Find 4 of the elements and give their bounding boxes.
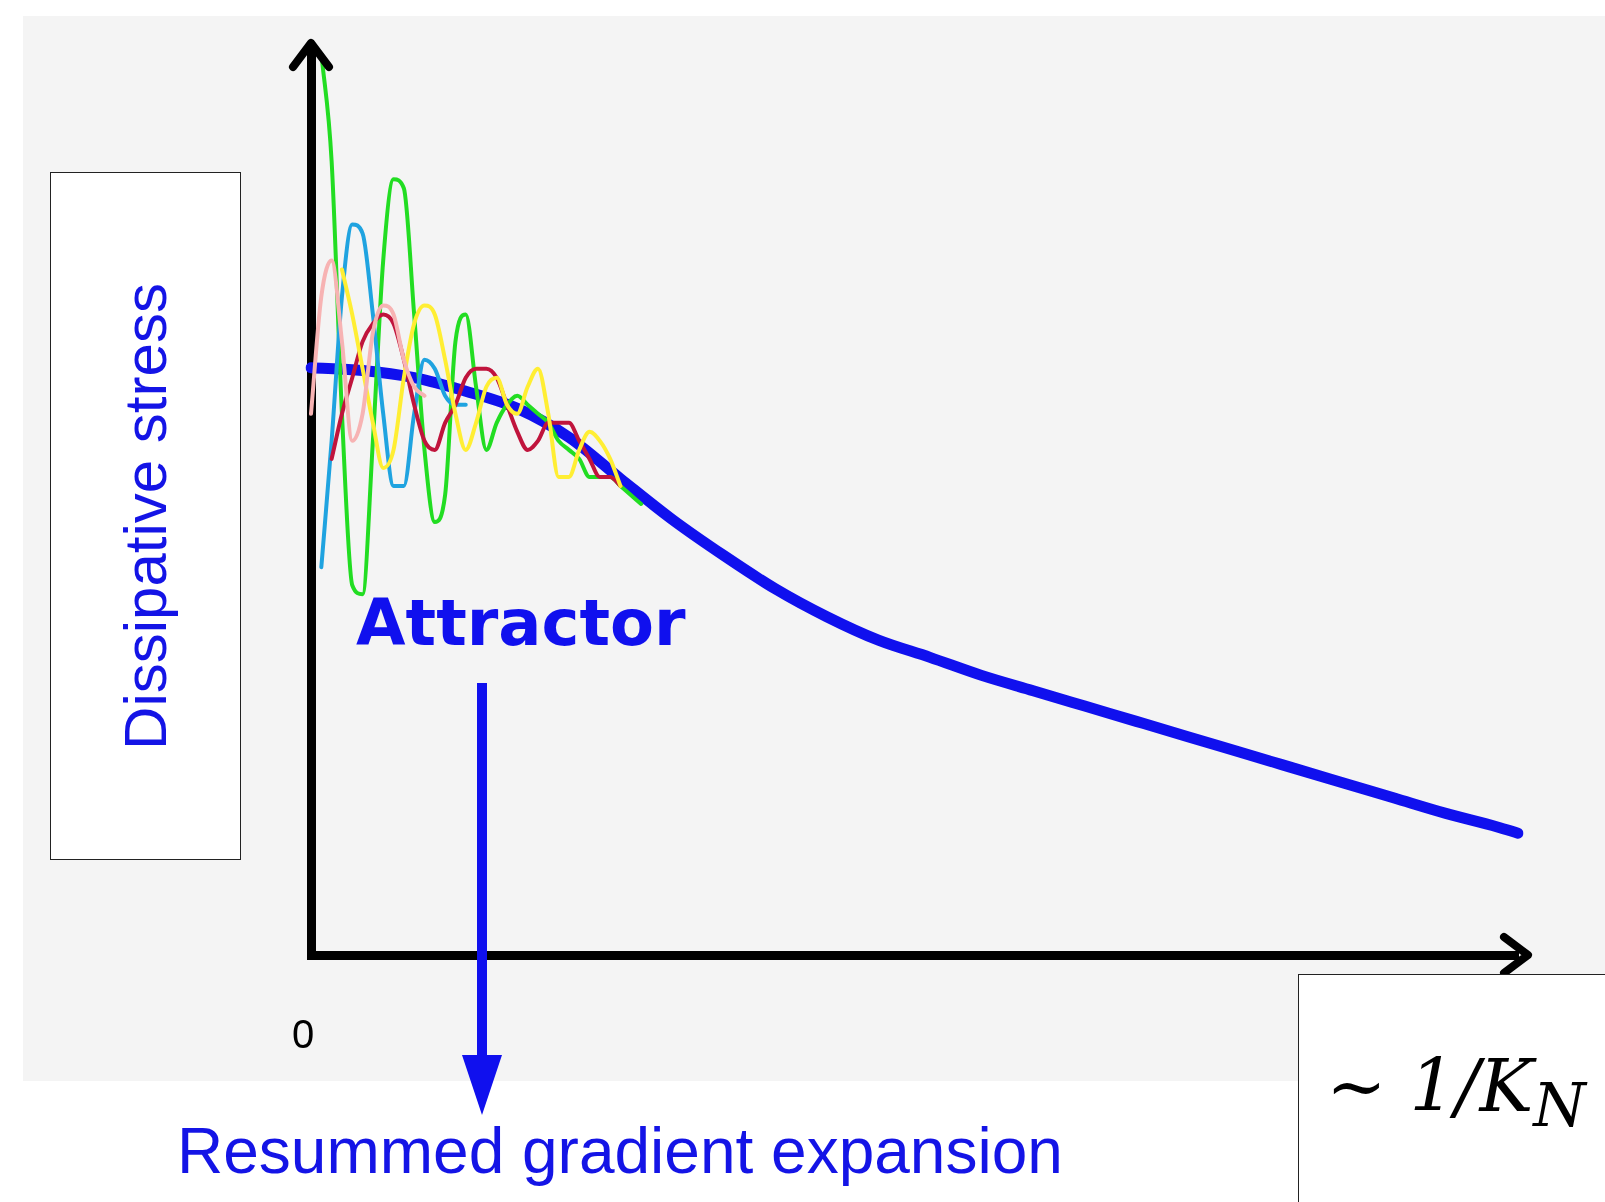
text: 0 [292, 1012, 315, 1057]
text: Resummed gradient expansion [177, 1114, 1063, 1188]
series-label: Attractor [356, 586, 686, 660]
y-axis-title: Dissipative stress [111, 282, 180, 750]
